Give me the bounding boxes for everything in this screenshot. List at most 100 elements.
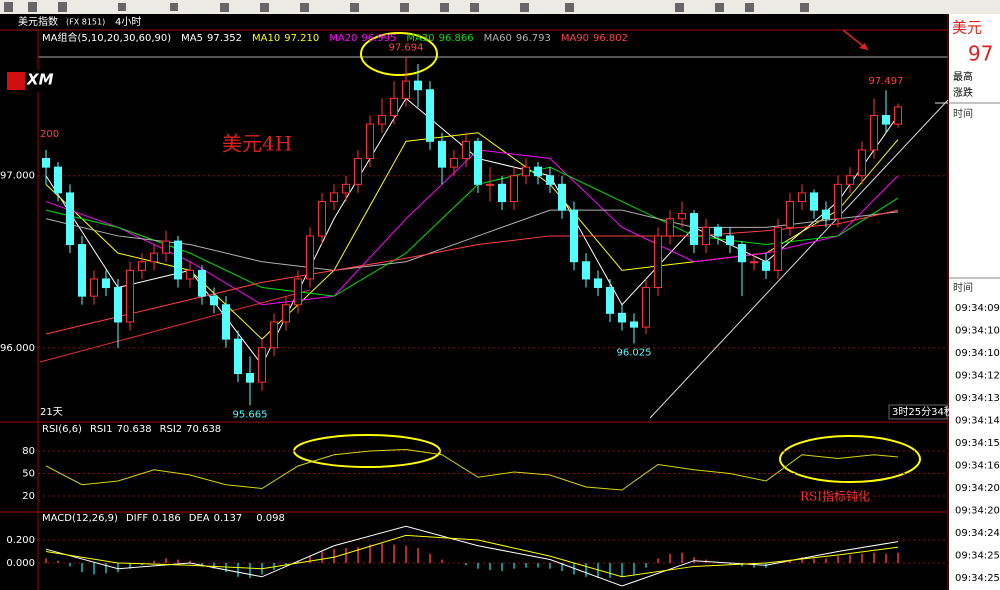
- candle-body: [426, 89, 434, 142]
- side-label: 涨跌: [953, 86, 973, 99]
- side-price: 97: [968, 42, 993, 66]
- candle-body: [822, 209, 830, 220]
- diff-line: [45, 525, 899, 587]
- y-tick-label: 96.000: [0, 343, 35, 354]
- candle-body: [666, 218, 674, 237]
- legend-value: 96.866: [439, 33, 474, 44]
- candle-body: [354, 158, 362, 185]
- candle-body: [870, 115, 878, 151]
- price-label: 95.665: [233, 409, 268, 420]
- legend-value: 70.638: [186, 424, 221, 435]
- logo: XM: [26, 71, 54, 89]
- arrow-head: [859, 43, 868, 50]
- ma-line: [45, 209, 899, 271]
- legend-value: 96.995: [361, 33, 396, 44]
- candle-body: [882, 115, 890, 125]
- legend-value: 97.210: [284, 33, 319, 44]
- candle-body: [162, 240, 170, 254]
- legend-value: 0.137: [214, 513, 243, 524]
- candle-body: [366, 123, 374, 160]
- legend-label: MA组合(5,10,20,30,60,90): [42, 31, 171, 44]
- annotation: 3时25分34秒: [892, 405, 954, 418]
- annotation: 200: [40, 129, 59, 140]
- candle-body: [342, 183, 350, 194]
- legend: RSI(6,6) RSI1 70.638 RSI2 70.638: [42, 424, 221, 435]
- candle-body: [594, 278, 602, 289]
- candle-body: [450, 158, 458, 168]
- candle-body: [618, 312, 626, 323]
- time-entry: 09:34:16: [955, 461, 1000, 472]
- time-entry: 09:34:25: [955, 573, 1000, 584]
- ma-line: [45, 209, 899, 335]
- candle-body: [330, 192, 338, 203]
- candle-body: [894, 106, 902, 125]
- chart-title: 美元4H: [222, 132, 292, 156]
- y-tick-label: 80: [22, 446, 35, 457]
- candle-body: [270, 321, 278, 349]
- candle-body: [102, 278, 110, 289]
- candle-body: [294, 278, 302, 306]
- legend-entry: MA60: [484, 33, 512, 44]
- rsi-line: [45, 448, 899, 491]
- y-tick-label: 20: [22, 491, 35, 502]
- legend-value: 96.802: [593, 33, 628, 44]
- countdown-box: [888, 404, 948, 420]
- legend-label: MACD(12,26,9): [42, 513, 118, 524]
- price-label: 97.694: [389, 42, 424, 53]
- period[interactable]: 4小时: [115, 16, 141, 28]
- legend-value: 96.793: [516, 33, 551, 44]
- legend-value: 0.098: [256, 513, 285, 524]
- legend: MA组合(5,10,20,30,60,90) MA5 97.352 MA10 97.21…: [42, 31, 628, 44]
- dea-line: [45, 534, 899, 578]
- candle-body: [498, 183, 506, 203]
- candle-body: [402, 80, 410, 99]
- candle-body: [54, 166, 62, 194]
- time-entry: 09:34:20: [955, 483, 1000, 494]
- candle-body: [282, 304, 290, 323]
- legend-value: 70.638: [117, 424, 152, 435]
- symbol: 美元指数: [18, 15, 58, 28]
- candle-body: [522, 166, 530, 177]
- toolbar[interactable]: [0, 0, 1000, 14]
- time-entry: 09:34:09: [955, 303, 1000, 314]
- candle-body: [810, 192, 818, 211]
- legend-entry: MA20: [329, 33, 357, 44]
- side-panel: [949, 14, 1000, 590]
- price-label: 97.497: [869, 76, 904, 87]
- candle-body: [786, 201, 794, 228]
- trend-line: [39, 289, 311, 363]
- legend: MACD(12,26,9) DIFF 0.186 DEA 0.137 0.098: [42, 513, 285, 524]
- candle-body: [858, 149, 866, 177]
- candle-body: [438, 140, 446, 168]
- candle-body: [66, 192, 74, 246]
- candle-body: [258, 347, 266, 383]
- candle-body: [210, 295, 218, 306]
- side-label: 最高: [953, 70, 973, 83]
- highlight-ellipse: [360, 32, 438, 76]
- logo-mark: [7, 72, 25, 90]
- candle-body: [462, 140, 470, 160]
- candle-body: [834, 183, 842, 220]
- legend-entry: DIFF: [126, 513, 148, 524]
- candle-body: [714, 226, 722, 237]
- time-entry: 09:34:25: [955, 551, 1000, 562]
- toolbar-icons: [4, 2, 809, 12]
- candle-body: [414, 80, 422, 91]
- candle-body: [678, 213, 686, 220]
- candle-body: [138, 261, 146, 271]
- legend-value: 97.352: [207, 33, 242, 44]
- candle-body: [198, 269, 206, 297]
- candle-body: [738, 244, 746, 263]
- candle-body: [534, 166, 542, 177]
- time-entry: 09:34:12: [955, 371, 1000, 382]
- candle-body: [90, 278, 98, 297]
- side-name: 美元: [952, 19, 982, 37]
- candle-body: [78, 244, 86, 297]
- candle-body: [846, 175, 854, 185]
- y-tick-label: 50: [22, 468, 35, 479]
- candle-body: [750, 261, 758, 264]
- candle-body: [570, 209, 578, 263]
- trend-line: [649, 99, 949, 419]
